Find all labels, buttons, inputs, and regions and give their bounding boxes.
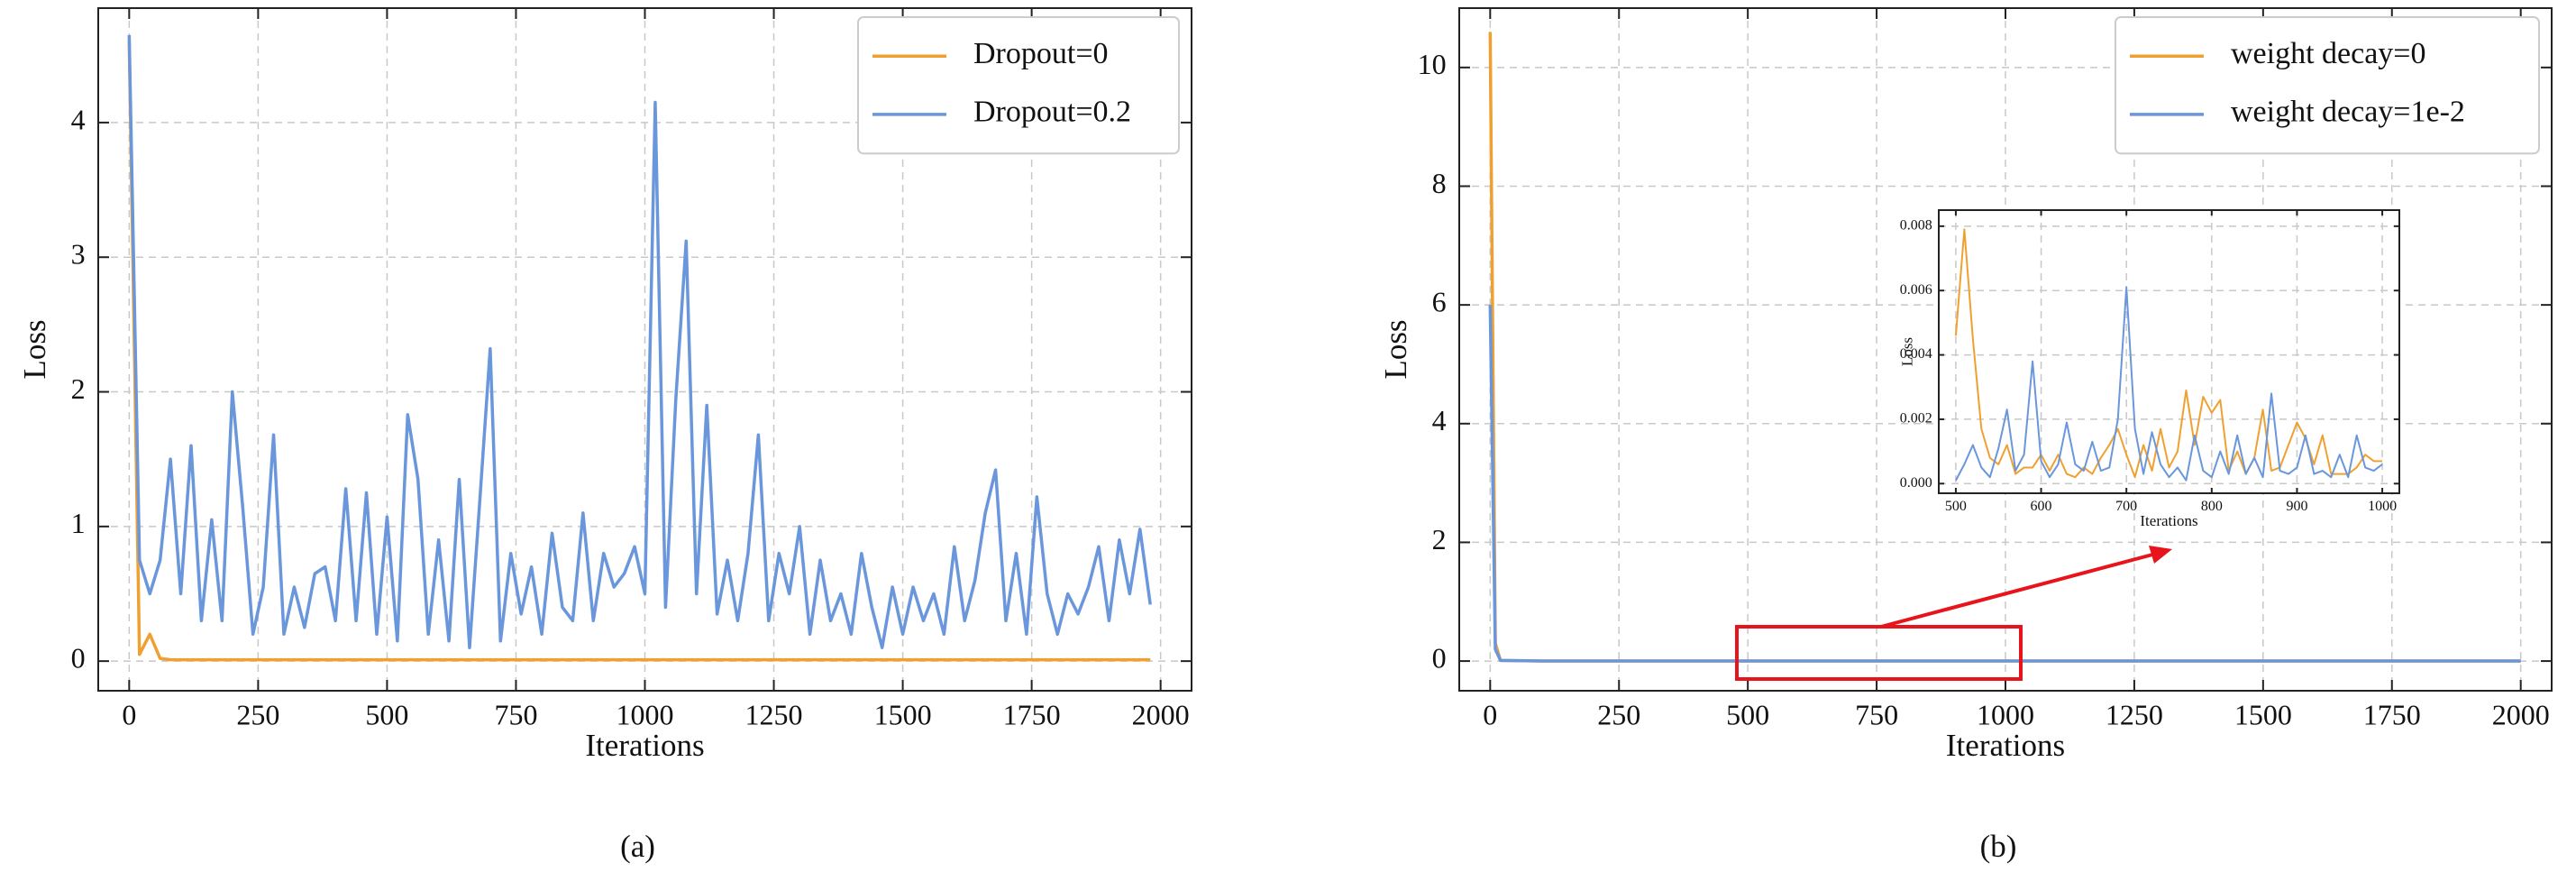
x-tick-label: 600 [2031, 499, 2052, 514]
plot-frame [1938, 209, 2400, 494]
y-tick-label: 0.004 [1900, 346, 1932, 362]
x-tick-label: 1500 [2234, 699, 2292, 731]
x-tick-label: 1250 [745, 699, 803, 731]
x-tick-label: 0 [122, 699, 136, 731]
y-tick-label: 2 [1432, 523, 1447, 555]
y-axis-label: Loss [17, 319, 52, 379]
legend-label: weight decay=1e-2 [2231, 96, 2465, 129]
y-axis-label: Loss [1898, 337, 1915, 366]
x-tick-label: 2000 [2492, 699, 2550, 731]
x-tick-label: 900 [2286, 499, 2307, 514]
legend-box [857, 16, 1180, 155]
x-tick-label: 1500 [874, 699, 932, 731]
x-axis-label: Iterations [1946, 728, 2065, 763]
x-axis-label: Iterations [2140, 512, 2197, 529]
x-tick-label: 1000 [2368, 499, 2397, 514]
y-tick-label: 3 [71, 238, 86, 271]
series-line [1488, 305, 2521, 663]
x-tick-label: 1750 [2363, 699, 2421, 731]
y-tick-label: 0 [71, 641, 86, 674]
zoom-arrowhead [2149, 546, 2172, 564]
x-tick-label: 1750 [1003, 699, 1061, 731]
x-tick-label: 500 [1726, 699, 1769, 731]
y-tick-label: 0.006 [1900, 282, 1932, 298]
y-tick-label: 1 [71, 507, 86, 539]
x-tick-label: 500 [365, 699, 408, 731]
x-tick-label: 750 [1855, 699, 1898, 731]
x-tick-label: 0 [1483, 699, 1497, 731]
legend-label: Dropout=0.2 [973, 96, 1131, 129]
zoom-region [1735, 625, 2023, 681]
y-tick-label: 0.008 [1900, 218, 1932, 234]
y-tick-label: 8 [1432, 167, 1447, 199]
x-tick-label: 250 [1597, 699, 1640, 731]
x-tick-label: 1000 [1977, 699, 2034, 731]
x-tick-label: 750 [494, 699, 537, 731]
legend-label: Dropout=0 [973, 37, 1109, 70]
x-axis-label: Iterations [585, 728, 704, 763]
plot-background [1939, 210, 2399, 493]
y-tick-label: 2 [71, 372, 86, 405]
series-line [127, 34, 1152, 649]
x-tick-label: 1250 [2106, 699, 2163, 731]
series-line [1954, 228, 2383, 479]
plot-frame [1458, 7, 2553, 692]
y-tick-label: 0.000 [1900, 475, 1932, 491]
y-tick-label: 0 [1432, 641, 1447, 674]
legend-box [2115, 16, 2540, 155]
series-line [127, 41, 1151, 662]
x-tick-label: 800 [2201, 499, 2223, 514]
legend-label: weight decay=0 [2231, 37, 2425, 70]
caption: (a) [620, 829, 655, 864]
y-tick-label: 4 [71, 103, 86, 135]
y-tick-label: 10 [1418, 48, 1447, 80]
y-tick-label: 0.002 [1900, 411, 1932, 427]
y-tick-label: 4 [1432, 404, 1447, 436]
y-tick-label: 6 [1432, 285, 1447, 317]
chart: 0 250 500 750 1000 1250 1500 1750 2000 0 2 4 6 8 10 Ite… [1378, 7, 2553, 864]
x-tick-label: 700 [2115, 499, 2137, 514]
plot-frame [97, 7, 1192, 692]
chart: 0 250 500 750 1000 1250 1500 1750 2000 0 1 2 3 4 Itera… [17, 7, 1192, 864]
caption: (b) [1980, 829, 2017, 864]
zoom-arrow [1880, 552, 2157, 629]
x-tick-label: 500 [1945, 499, 1967, 514]
x-tick-label: 250 [236, 699, 279, 731]
x-tick-label: 2000 [1132, 699, 1190, 731]
y-axis-label: Loss [1378, 319, 1413, 379]
chart: 500 600 700 800 900 1000 0.000 0.002 0.004 0.006 0… [1898, 209, 2400, 529]
x-tick-label: 1000 [617, 699, 674, 731]
series-line [1955, 286, 2383, 482]
